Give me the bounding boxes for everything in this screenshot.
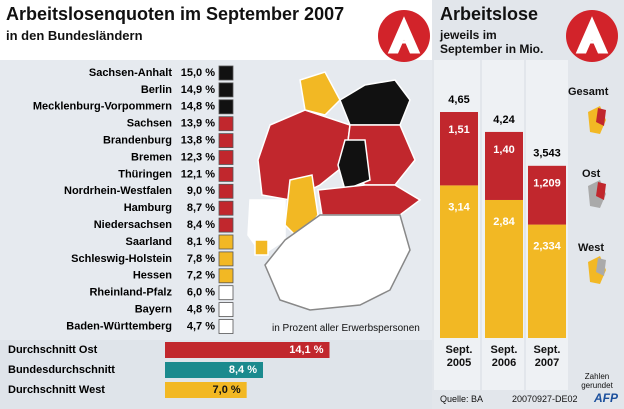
value-label: 7,0 % [213,384,241,396]
state-label: Bremen [131,151,172,163]
state-label: Sachsen [127,118,173,130]
title: Arbeitslose [440,4,539,24]
value-label: 8,4 % [187,219,215,231]
legend-entry: Gesamt [568,86,609,98]
color-square [218,65,234,81]
state-label: Berlin [141,84,172,96]
state-label: Hessen [133,270,172,282]
color-square [218,82,234,98]
value-label: 14,1 % [289,344,323,356]
bar-segment [485,131,523,200]
bar-segment [485,199,523,338]
note: in Prozent aller Erwerbspersonen [272,323,420,334]
value-label: 8,7 % [187,202,215,214]
segment-label: 3,14 [448,201,470,213]
value-label: 7,8 % [187,253,215,265]
bar-segment [528,224,566,338]
color-square [218,268,234,284]
avg-label: Bundesdurchschnitt [8,364,115,376]
value-label: 13,9 % [181,118,215,130]
value-label: 6,0 % [187,287,215,299]
color-square [218,183,234,199]
color-square [218,99,234,115]
color-square [218,150,234,165]
color-square [218,116,234,132]
color-square [218,319,234,334]
total-label: 4,65 [448,94,469,106]
segment-label: 1,209 [533,178,561,190]
segment-label: 1,40 [493,144,514,156]
value-label: 4,7 % [187,320,215,332]
source: Quelle: BA [440,394,484,404]
avg-label: Durchschnitt West [8,384,105,396]
category-label: Sept. 2005 [445,344,473,369]
bar-segment [528,165,566,225]
category-label: Sept. 2007 [533,344,561,369]
logo [378,10,430,62]
color-square [218,217,234,233]
color-square [218,234,234,250]
total-label: 3,543 [533,148,561,160]
state-label: Schleswig-Holstein [71,253,172,265]
agency: AFP [594,391,618,405]
value-label: 14,9 % [181,84,215,96]
value-label: 9,0 % [187,185,215,197]
state-label: Sachsen-Anhalt [89,67,172,79]
bar [165,362,263,378]
title: Arbeitslosenquoten im September 2007 [6,4,345,24]
value-label: 8,1 % [187,236,215,248]
legend-entry: Ost [582,168,601,180]
subtitle: jeweils im September in Mio. [440,28,544,56]
color-square [218,251,234,267]
legend-icons [588,106,606,284]
avg-label: Durchschnitt Ost [8,344,98,356]
bar-segment [440,185,478,338]
value-label: 12,3 % [181,151,215,163]
value-label: 12,1 % [181,168,215,180]
value-label: 7,2 % [187,270,215,282]
value-label: 8,4 % [229,364,257,376]
state-label: Hamburg [124,202,172,214]
color-square [218,200,234,216]
value-label: 14,8 % [181,101,215,113]
value-label: 15,0 % [181,67,215,79]
legend-entry: West [578,242,605,254]
bar [165,382,247,398]
bar-segment [440,112,478,186]
note: Zahlen gerundet [581,372,613,390]
state-label: Mecklenburg-Vorpommern [33,101,172,113]
state-label: Thüringen [118,168,172,180]
state-label: Nordrhein-Westfalen [64,185,172,197]
category-label: Sept. 2006 [490,344,518,369]
state-label: Brandenburg [103,135,172,147]
logo [566,10,618,62]
state-label: Baden-Württemberg [66,320,172,332]
state-label: Saarland [126,236,172,248]
segment-label: 2,334 [533,240,561,252]
segment-label: 1,51 [448,124,469,136]
color-square [218,302,234,318]
state-label: Niedersachsen [94,219,173,231]
germany-map [247,71,422,311]
state-label: Rheinland-Pfalz [89,287,172,299]
color-square [218,133,234,149]
total-label: 4,24 [493,114,515,126]
state-label: Bayern [135,304,173,316]
value-label: 4,8 % [187,304,215,316]
value-label: 13,8 % [181,135,215,147]
segment-label: 2,84 [493,216,515,228]
color-square [218,285,234,301]
subtitle: in den Bundesländern [6,28,143,43]
code: 20070927-DE02 [512,394,578,404]
bar [165,342,330,358]
color-square [218,166,234,182]
